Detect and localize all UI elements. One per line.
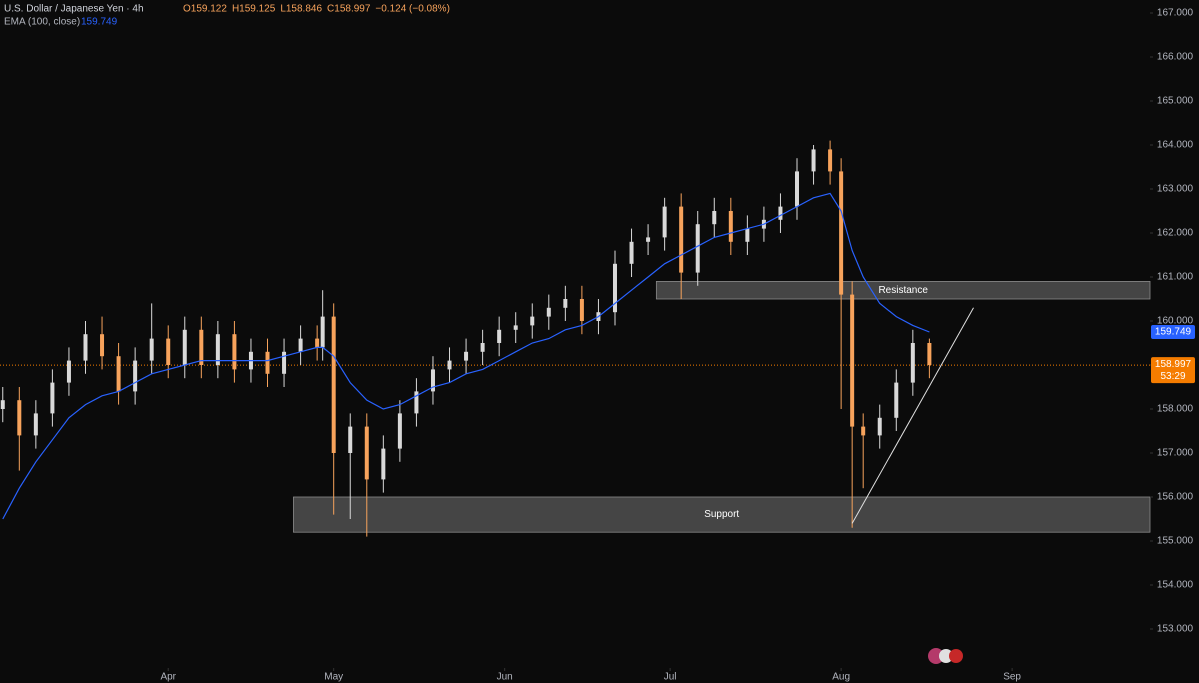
y-tick-label: 157.000 (1157, 448, 1194, 459)
candle-body (497, 329, 502, 343)
zone (655, 280, 1151, 300)
ohlc-label: −0.124 (−0.08%) (375, 4, 450, 15)
candle-body (320, 316, 325, 348)
last-price-label: 158.997 (1155, 359, 1192, 370)
y-tick-label: 165.000 (1157, 96, 1194, 107)
candle-body (828, 149, 833, 172)
x-tick-label: Apr (160, 672, 176, 683)
candle-body (397, 413, 402, 449)
candle-body (133, 360, 138, 392)
candle-body (116, 356, 121, 392)
candle-body (745, 228, 750, 242)
candle-body (579, 299, 584, 321)
candle-body (894, 382, 899, 418)
indicator-name: EMA (100, close) (4, 17, 80, 28)
y-tick-label: 156.000 (1157, 492, 1194, 503)
candle-body (662, 206, 667, 238)
candle-body (348, 426, 353, 453)
zone-label: Resistance (878, 285, 928, 296)
candle-body (850, 294, 855, 427)
candle-body (464, 351, 469, 361)
indicator-value: 159.749 (81, 17, 118, 28)
ohlc-label: H159.125 (232, 4, 276, 15)
candle-body (381, 448, 386, 480)
candle-body (530, 316, 535, 326)
candle-body (166, 338, 171, 365)
candle-body (414, 391, 419, 414)
candle-body (513, 325, 518, 330)
candle-body (232, 334, 237, 370)
x-tick-label: Jun (497, 672, 513, 683)
candle-body (215, 334, 220, 365)
candle-body (679, 206, 684, 273)
candle-body (315, 338, 320, 348)
y-tick-label: 160.000 (1157, 316, 1194, 327)
y-tick-label: 166.000 (1157, 52, 1194, 63)
y-tick-label: 163.000 (1157, 184, 1194, 195)
candle-body (877, 417, 882, 436)
y-tick-label: 167.000 (1157, 8, 1194, 19)
candle-body (33, 413, 38, 436)
candle-body (430, 369, 435, 392)
chart-title: U.S. Dollar / Japanese Yen · 4h (4, 4, 144, 15)
ema-price-label: 159.749 (1155, 327, 1192, 338)
candle-body (712, 211, 717, 225)
zone (293, 496, 1151, 533)
x-tick-label: May (324, 672, 343, 683)
y-tick-label: 164.000 (1157, 140, 1194, 151)
candle-body (839, 171, 844, 295)
ohlc-label: O159.122 (183, 4, 227, 15)
candle-body (563, 299, 568, 308)
candle-body (447, 360, 452, 370)
candle-body (364, 426, 369, 480)
x-tick-label: Aug (832, 672, 850, 683)
candle-body (298, 338, 303, 352)
x-tick-label: Jul (664, 672, 677, 683)
candle-body (66, 360, 71, 383)
ema-line (2, 192, 930, 520)
candle-body (331, 316, 336, 453)
ohlc-label: L158.846 (280, 4, 322, 15)
candle-body (910, 343, 915, 383)
ohlc-label: C158.997 (327, 4, 371, 15)
candle-body (646, 237, 651, 242)
candle-body (695, 224, 700, 273)
x-tick-label: Sep (1003, 672, 1021, 683)
candle-body (778, 206, 783, 220)
candle-body (546, 307, 551, 317)
candle-body (811, 149, 816, 172)
candle-body (199, 329, 204, 365)
zone-label: Support (704, 509, 739, 520)
candle-body (17, 400, 22, 436)
candle-body (728, 211, 733, 242)
candle-body (612, 263, 617, 313)
candle-body (480, 343, 485, 352)
candle-body (629, 241, 634, 264)
candle-body (265, 351, 270, 374)
y-tick-label: 162.000 (1157, 228, 1194, 239)
y-tick-label: 154.000 (1157, 580, 1194, 591)
candle-body (927, 343, 932, 365)
y-tick-label: 155.000 (1157, 536, 1194, 547)
candle-body (0, 400, 5, 409)
candle-body (149, 338, 154, 361)
countdown-label: 53:29 (1160, 371, 1185, 382)
candle-body (50, 382, 55, 414)
candle-body (795, 171, 800, 207)
y-tick-label: 161.000 (1157, 272, 1194, 283)
trendline (851, 307, 974, 524)
y-tick-label: 153.000 (1157, 624, 1194, 635)
last-price-box (1151, 357, 1195, 384)
candle-body (100, 334, 105, 357)
ema-price-box (1151, 325, 1195, 340)
events-icon (928, 648, 963, 664)
y-tick-label: 158.000 (1157, 404, 1194, 415)
candle-body (182, 329, 187, 365)
candle-body (282, 351, 287, 374)
candle-body (861, 426, 866, 436)
candle-body (83, 334, 88, 361)
